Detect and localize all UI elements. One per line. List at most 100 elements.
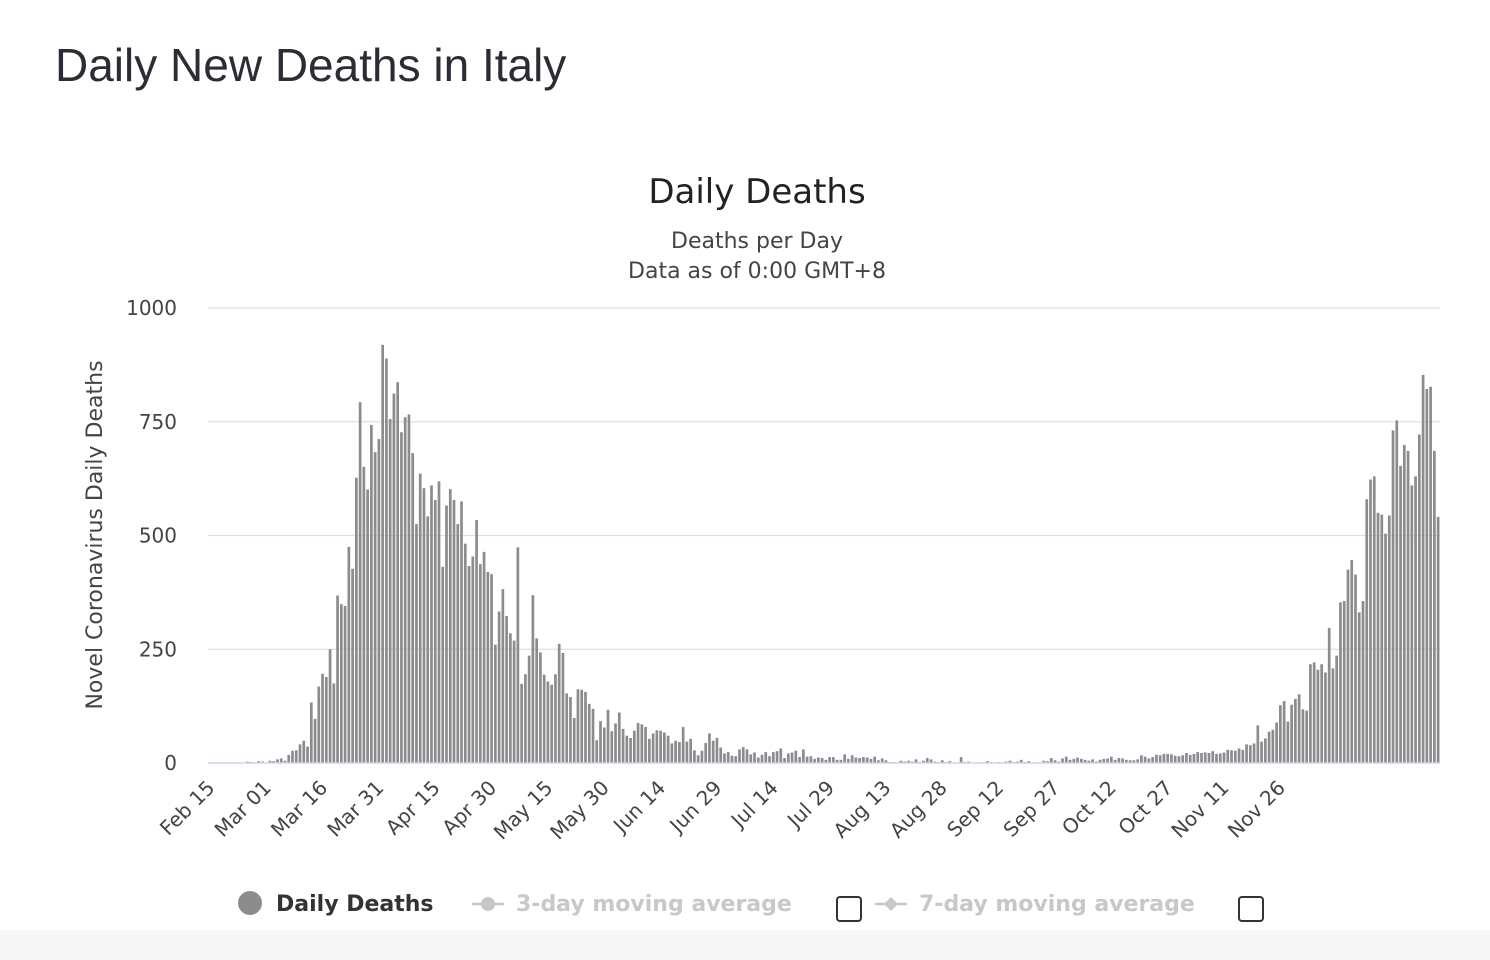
bar[interactable] xyxy=(1098,759,1102,763)
bar[interactable] xyxy=(527,655,531,763)
bar[interactable] xyxy=(1241,749,1245,763)
bar[interactable] xyxy=(317,686,321,763)
bar[interactable] xyxy=(1267,731,1271,763)
bar[interactable] xyxy=(1053,760,1057,763)
bar[interactable] xyxy=(907,760,910,763)
bar[interactable] xyxy=(610,731,614,763)
bar[interactable] xyxy=(730,755,734,763)
bar[interactable] xyxy=(1076,757,1079,763)
bar[interactable] xyxy=(1200,752,1203,763)
bar[interactable] xyxy=(321,673,324,763)
bar[interactable] xyxy=(377,439,381,763)
bar[interactable] xyxy=(1185,752,1188,763)
bar[interactable] xyxy=(1155,754,1158,763)
legend-item-daily-deaths[interactable]: Daily Deaths xyxy=(238,891,434,917)
bar[interactable] xyxy=(343,606,347,763)
bar[interactable] xyxy=(509,633,512,763)
bar[interactable] xyxy=(1166,753,1170,763)
bar[interactable] xyxy=(1072,758,1076,763)
bar[interactable] xyxy=(1177,756,1181,763)
bar[interactable] xyxy=(1387,515,1391,763)
bar[interactable] xyxy=(460,501,463,764)
bar[interactable] xyxy=(1335,655,1339,763)
bar[interactable] xyxy=(843,754,847,763)
bar[interactable] xyxy=(1215,753,1218,763)
bar[interactable] xyxy=(1008,760,1012,763)
bar[interactable] xyxy=(726,752,730,763)
bar[interactable] xyxy=(565,693,569,763)
bar[interactable] xyxy=(873,756,877,763)
bar[interactable] xyxy=(505,616,508,763)
bar[interactable] xyxy=(1230,750,1233,763)
bar[interactable] xyxy=(1151,757,1155,763)
bar[interactable] xyxy=(959,757,963,763)
bar[interactable] xyxy=(411,453,415,763)
bar[interactable] xyxy=(1417,434,1421,763)
bar[interactable] xyxy=(396,382,400,763)
bar[interactable] xyxy=(1361,601,1365,763)
bar[interactable] xyxy=(632,730,636,763)
bar[interactable] xyxy=(621,728,625,764)
bar[interactable] xyxy=(392,393,396,763)
bar[interactable] xyxy=(711,740,715,763)
bar[interactable] xyxy=(798,757,801,763)
bar[interactable] xyxy=(257,761,261,763)
bar[interactable] xyxy=(1365,499,1369,763)
bar[interactable] xyxy=(355,477,358,763)
bar[interactable] xyxy=(809,756,813,763)
bar[interactable] xyxy=(760,754,764,763)
bar[interactable] xyxy=(1181,755,1185,763)
checkbox-3-day-average[interactable] xyxy=(836,896,862,922)
bar[interactable] xyxy=(587,703,591,763)
bar[interactable] xyxy=(294,750,298,763)
bar[interactable] xyxy=(328,649,332,763)
bar[interactable] xyxy=(764,752,768,763)
bar[interactable] xyxy=(445,505,448,763)
bar[interactable] xyxy=(381,344,385,763)
bar[interactable] xyxy=(719,747,723,763)
bar[interactable] xyxy=(1402,444,1406,763)
bar[interactable] xyxy=(415,524,418,764)
bar[interactable] xyxy=(1143,756,1147,763)
bar[interactable] xyxy=(422,488,426,763)
bar[interactable] xyxy=(1162,753,1166,763)
bar[interactable] xyxy=(1061,758,1064,763)
bar[interactable] xyxy=(400,432,403,763)
bar[interactable] xyxy=(1263,738,1267,763)
bar[interactable] xyxy=(1331,668,1335,763)
bar[interactable] xyxy=(617,712,621,764)
bar[interactable] xyxy=(1203,752,1207,763)
bar[interactable] xyxy=(914,759,918,763)
bar[interactable] xyxy=(674,740,677,763)
bar[interactable] xyxy=(1421,374,1425,763)
bar[interactable] xyxy=(813,758,816,763)
bar[interactable] xyxy=(1260,741,1263,763)
bar[interactable] xyxy=(693,750,696,763)
bar[interactable] xyxy=(1068,759,1072,763)
bar[interactable] xyxy=(452,500,456,763)
bar[interactable] xyxy=(490,574,493,763)
bar[interactable] xyxy=(741,747,745,763)
bar[interactable] xyxy=(1357,612,1361,763)
bar[interactable] xyxy=(493,644,497,763)
bar[interactable] xyxy=(418,473,422,763)
bar[interactable] xyxy=(666,735,670,763)
bar[interactable] xyxy=(847,758,850,763)
bar[interactable] xyxy=(1079,758,1083,763)
bar[interactable] xyxy=(647,738,651,763)
bar[interactable] xyxy=(550,684,554,763)
bar[interactable] xyxy=(877,760,880,763)
bar[interactable] xyxy=(366,489,369,763)
bar[interactable] xyxy=(358,402,362,763)
bar[interactable] xyxy=(681,727,685,763)
bar[interactable] xyxy=(298,744,302,763)
bar[interactable] xyxy=(313,718,317,763)
bar[interactable] xyxy=(715,737,719,763)
bar[interactable] xyxy=(1087,760,1091,763)
bar[interactable] xyxy=(1391,430,1395,763)
bar[interactable] xyxy=(448,489,452,763)
bar[interactable] xyxy=(663,732,666,763)
bar[interactable] xyxy=(554,674,557,763)
bar[interactable] xyxy=(1275,722,1278,764)
bar[interactable] xyxy=(512,640,516,763)
